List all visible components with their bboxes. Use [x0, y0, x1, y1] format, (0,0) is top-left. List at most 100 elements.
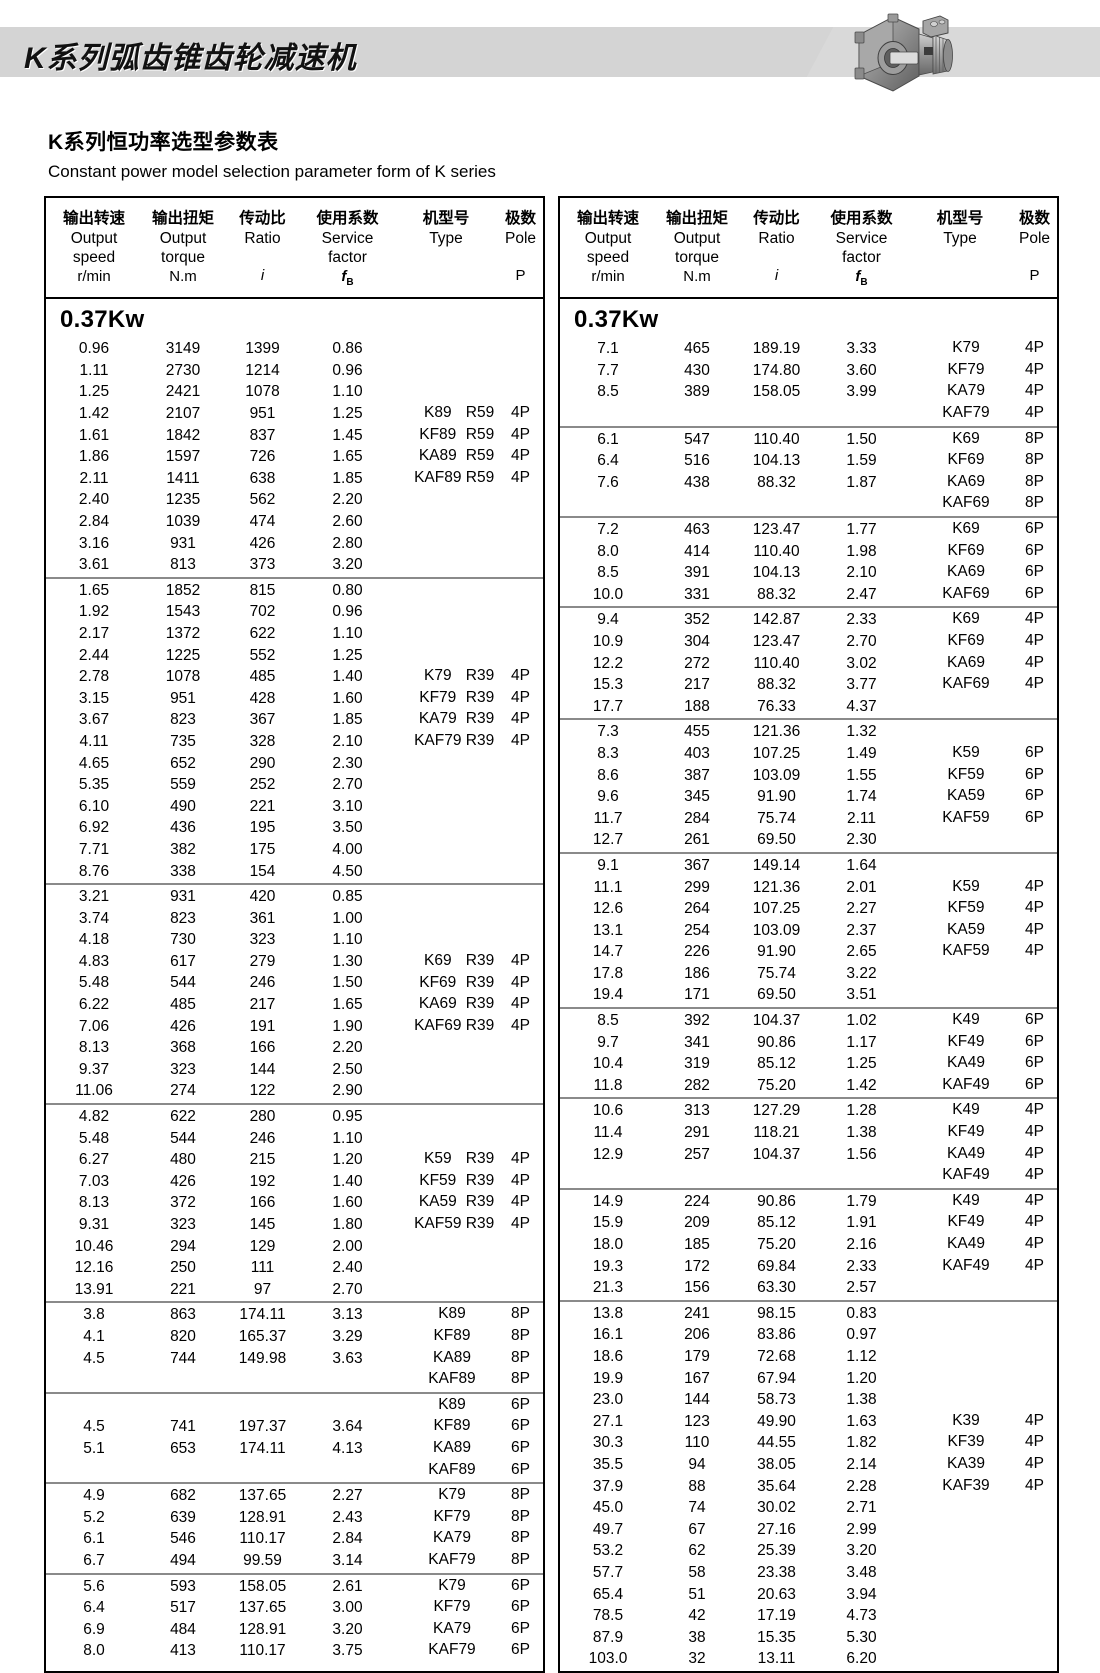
cell-sf: 1.65 — [332, 448, 363, 466]
cell-type: KA69 R39 — [418, 995, 495, 1013]
cell-torque: 264 — [684, 900, 710, 918]
cell-ratio: 279 — [249, 952, 276, 970]
header-sf-subscript: B — [346, 277, 354, 289]
cell-type: KAF39 — [942, 1476, 990, 1494]
cell-ratio: 174.11 — [239, 1306, 286, 1324]
cell-pole: 4P — [1025, 1454, 1044, 1472]
cell-torque: 494 — [170, 1551, 196, 1569]
cell-speed: 5.1 — [83, 1439, 105, 1457]
cell-ratio: 217 — [249, 996, 276, 1014]
column-ratio: 1399 1214 1078 951 837 726 638 562 474 426 373 — [224, 337, 301, 578]
column-ratio: 90.86 85.12 75.20 69.84 63.30 — [738, 1189, 815, 1301]
cell-ratio — [224, 1369, 301, 1391]
cell-ratio: 154 — [249, 862, 276, 880]
column-type: K69 KF69 KA69 KAF69 — [908, 517, 1012, 607]
cell-type: KA59 R39 — [418, 1193, 495, 1211]
cell-type: KF59 R39 — [419, 1171, 495, 1189]
cell-torque: 319 — [684, 1055, 710, 1073]
header-ratio-unit: i — [774, 267, 779, 285]
cell-ratio: 23.38 — [757, 1563, 796, 1581]
cell-pole: 8P — [511, 1550, 530, 1568]
cell-speed: 78.5 — [592, 1607, 624, 1625]
cell-speed: 5.35 — [78, 776, 110, 794]
column-ratio: 280 246 215 192 166 145 129 111 97 — [224, 1104, 301, 1302]
cell-type: K69 — [952, 610, 980, 628]
cell-speed — [46, 1395, 142, 1417]
cell-speed: 17.8 — [592, 964, 624, 982]
cell-speed: 8.0 — [83, 1642, 105, 1660]
cell-torque: 110 — [684, 1434, 710, 1452]
cell-sf: 2.01 — [846, 878, 877, 896]
cell-torque: 403 — [684, 744, 710, 762]
cell-ratio: 25.39 — [757, 1542, 796, 1560]
cell-ratio: 98.15 — [757, 1304, 796, 1322]
cell-sf: 3.64 — [332, 1418, 363, 1436]
column-ratio: 127.29 118.21 104.37 — [738, 1098, 815, 1188]
cell-ratio: 118.21 — [753, 1124, 800, 1142]
cell-pole: 6P — [1025, 808, 1044, 826]
header-ratio-en1: Ratio — [244, 229, 281, 247]
cell-sf: 3.33 — [846, 340, 877, 358]
cell-pole: 4P — [1025, 360, 1044, 378]
cell-torque: 3149 — [165, 340, 201, 358]
cell-speed: 3.15 — [78, 689, 110, 707]
table-block: 9.1 11.1 12.6 13.1 14.7 17.8 19.4 367 299 264 254 2… — [560, 852, 1057, 1008]
cell-sf: 1.60 — [332, 689, 363, 707]
cell-type: K69 — [952, 520, 980, 538]
column-torque: 593 517 484 413 — [142, 1574, 224, 1663]
cell-ratio: 951 — [249, 405, 276, 423]
cell-pole: 4P — [511, 951, 530, 969]
cell-ratio: 30.02 — [757, 1499, 796, 1517]
cell-torque: 1078 — [165, 668, 201, 686]
cell-sf: 2.84 — [332, 1530, 363, 1548]
column-type: K89 KF89 KA89 KAF89 — [394, 1393, 498, 1483]
cell-type: KAF79 — [428, 1641, 476, 1659]
cell-torque: 516 — [684, 452, 710, 470]
header-pole-cn: 极数 — [504, 210, 536, 227]
cell-torque: 1411 — [166, 469, 200, 487]
column-torque: 931 823 730 617 544 485 426 368 323 274 — [142, 884, 224, 1104]
cell-torque: 455 — [684, 723, 710, 741]
cell-torque: 88 — [688, 1477, 706, 1495]
column-torque: 224 209 185 172 156 — [656, 1189, 738, 1301]
cell-torque: 820 — [170, 1327, 196, 1345]
cell-speed: 7.2 — [597, 521, 619, 539]
column-ratio: 123.47 110.40 104.13 88.32 — [738, 517, 815, 607]
cell-torque: 931 — [170, 888, 196, 906]
cell-torque: 823 — [170, 711, 196, 729]
cell-type: KAF89 R59 — [414, 468, 495, 486]
cell-pole: 4P — [511, 667, 530, 685]
header-speed-unit: r/min — [77, 268, 111, 286]
cell-pole: 8P — [511, 1507, 530, 1525]
cell-torque: 352 — [684, 611, 710, 629]
left-parameter-table: 输出转速 Output speed r/min 输出扭矩 Output torq… — [44, 196, 545, 1673]
column-type: K39 KF39 KA39 KAF39 — [908, 1301, 1012, 1671]
cell-sf: 1.87 — [846, 473, 877, 491]
cell-sf: 2.33 — [846, 1257, 877, 1275]
cell-pole: 6P — [1025, 541, 1044, 559]
cell-torque — [656, 493, 738, 515]
section-title-cn: K系列恒功率选型参数表 — [48, 131, 279, 154]
column-speed: 5.6 6.4 6.9 8.0 — [46, 1574, 142, 1663]
cell-torque: 436 — [170, 819, 196, 837]
cell-ratio: 158.05 — [752, 383, 801, 401]
cell-sf: 1.12 — [846, 1347, 877, 1365]
cell-speed: 3.61 — [78, 556, 110, 574]
cell-pole: 4P — [1025, 920, 1044, 938]
cell-sf: 3.63 — [332, 1349, 363, 1367]
banner-title: K系列弧齿锥齿轮减速机 — [24, 42, 357, 75]
table-block: 6.1 6.4 7.6 547 516 438 110.40 104.13 88.32 1.… — [560, 426, 1057, 517]
cell-torque: 813 — [170, 556, 196, 574]
cell-sf: 0.96 — [332, 603, 363, 621]
cell-ratio: 428 — [249, 689, 276, 707]
cell-torque: 226 — [684, 943, 710, 961]
cell-type: KF79 — [433, 1598, 471, 1616]
cell-sf: 2.57 — [846, 1279, 877, 1297]
column-torque: 392 341 319 282 — [656, 1008, 738, 1098]
cell-sf: 2.00 — [332, 1237, 363, 1255]
column-sf: 3.13 3.29 3.63 — [301, 1302, 394, 1392]
cell-ratio: 373 — [249, 556, 276, 574]
column-speed: 9.1 11.1 12.6 13.1 14.7 17.8 19.4 — [560, 853, 656, 1008]
header-sf-subscript: B — [860, 277, 868, 289]
cell-speed: 1.92 — [78, 603, 110, 621]
